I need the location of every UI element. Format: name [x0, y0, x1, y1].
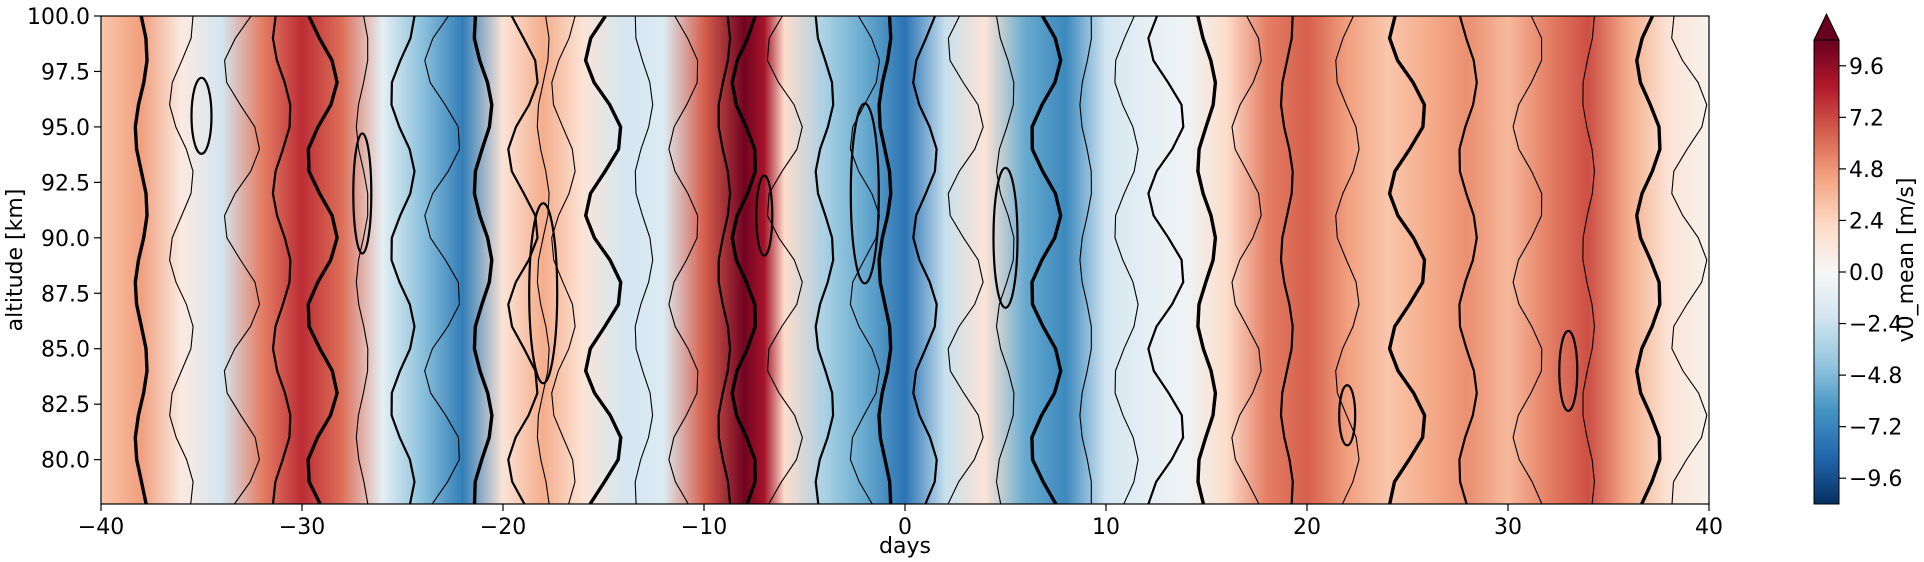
contour-line: [1279, 16, 1294, 504]
contour-loop: [849, 102, 880, 285]
x-tick-label: 20: [1293, 515, 1321, 540]
contour-line: [133, 16, 149, 504]
y-tick-label: 100.0: [27, 5, 90, 30]
contour-line: [1231, 16, 1262, 504]
contour-line: [766, 16, 803, 504]
contour-line: [306, 16, 339, 504]
contour-line: [668, 16, 699, 504]
contour-line: [1114, 16, 1139, 504]
contour-line: [730, 16, 758, 504]
y-axis: 80.0 82.5 85.0 87.5 90.0 92.5 95.0 97.5 100.0: [27, 5, 101, 474]
colorbar-tick-label: −2.4: [1849, 313, 1902, 338]
plot-area: [100, 15, 1710, 505]
colorbar-body: [1813, 39, 1840, 505]
contour-loop: [1558, 329, 1579, 413]
colorbar-tick-label: 4.8: [1849, 158, 1884, 183]
y-axis-title: altitude [km]: [3, 189, 28, 332]
colorbar: −9.6 −7.2 −4.8 −2.4 0.0 2.4 4.8 7.2 9.6 v0_mean …: [1813, 12, 1919, 505]
y-tick-label: 90.0: [41, 227, 90, 252]
contour-loop: [755, 174, 774, 257]
contour-line: [1671, 16, 1708, 504]
y-tick-label: 85.0: [41, 338, 90, 363]
contour-line: [271, 16, 292, 504]
colorbar-tick-label: −7.2: [1849, 416, 1902, 441]
contour-line: [1030, 16, 1063, 504]
y-tick-label: 87.5: [41, 282, 90, 307]
contour-line: [424, 16, 461, 504]
colorbar-tick-label: 7.2: [1849, 106, 1884, 131]
contour-line: [536, 16, 550, 504]
y-tick-label: 95.0: [41, 116, 90, 141]
contour-line: [1335, 16, 1360, 504]
colorbar-tick-label: 9.6: [1849, 55, 1884, 80]
contour-line: [1079, 16, 1092, 504]
contour-line: [551, 16, 576, 504]
contour-line: [849, 16, 881, 504]
x-tick-label: 0: [898, 515, 912, 540]
y-tick-label: 97.5: [41, 60, 90, 85]
contour-line: [1512, 16, 1543, 504]
colorbar-tick-label: −9.6: [1849, 467, 1902, 492]
contour-line: [947, 16, 984, 504]
contour-line: [1458, 16, 1478, 504]
contour-line: [717, 16, 732, 504]
contour-line: [223, 16, 261, 504]
x-tick-label: 10: [1092, 515, 1120, 540]
contour-line: [1196, 16, 1218, 504]
contour-lines: [133, 16, 1708, 504]
x-axis: −40 −30 −20 −10 0 10 20 30 40: [78, 504, 1723, 540]
contour-line: [877, 16, 893, 504]
colorbar-tick-label: −4.8: [1849, 364, 1902, 389]
contour-line: [1582, 16, 1595, 504]
x-tick-label: 40: [1695, 515, 1723, 540]
y-tick-label: 82.5: [41, 393, 90, 418]
colorbar-extend-arrow: [1813, 12, 1840, 41]
contour-line: [912, 16, 938, 504]
colorbar-label: v0_mean [m/s]: [1894, 178, 1919, 343]
contour-line: [583, 16, 623, 504]
contour-line: [634, 16, 654, 504]
y-tick-label: 92.5: [41, 171, 90, 196]
x-axis-title: days: [879, 534, 931, 559]
contour-line: [1147, 16, 1185, 504]
contour-line: [169, 16, 194, 504]
x-tick-label: 30: [1494, 515, 1522, 540]
contour-line: [1634, 16, 1662, 504]
contour-line: [390, 16, 416, 504]
contour-line: [995, 16, 1015, 504]
colorbar-tick-label: 2.4: [1849, 209, 1884, 234]
x-tick-label: −20: [480, 515, 526, 540]
x-tick-label: −10: [681, 515, 727, 540]
x-tick-label: −30: [279, 515, 325, 540]
contour-line: [472, 16, 494, 504]
contour-loop: [190, 76, 213, 155]
colorbar-tick-label: 0.0: [1849, 261, 1884, 286]
contour-loop: [528, 202, 559, 385]
y-tick-label: 80.0: [41, 449, 90, 474]
contour-loop: [352, 132, 373, 255]
contour-loop: [1338, 384, 1357, 447]
contour-line: [355, 16, 369, 504]
contour-loop: [992, 166, 1019, 309]
contour-line: [814, 16, 835, 504]
contour-line: [1387, 16, 1427, 504]
x-tick-label: −40: [78, 515, 124, 540]
contour-line: [507, 16, 539, 504]
heatmap-field: [101, 16, 1709, 504]
colorbar-ticks: −9.6 −7.2 −4.8 −2.4 0.0 2.4 4.8 7.2 9.6: [1839, 55, 1902, 492]
